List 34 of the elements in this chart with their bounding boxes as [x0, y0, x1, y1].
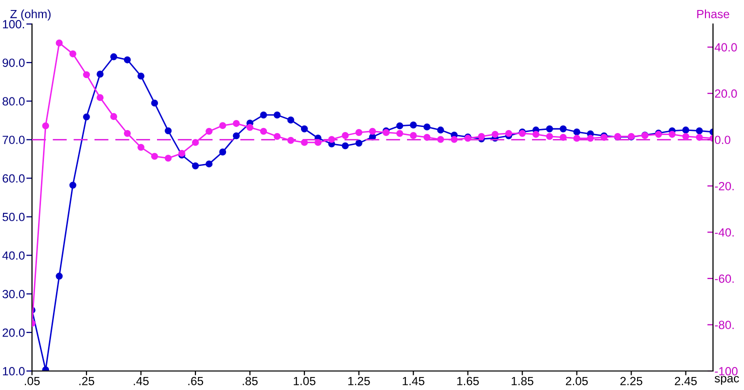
y-tick-label: 80.0	[2, 97, 25, 106]
x-tick-label: 1.85	[512, 376, 534, 386]
y-tick-label: 60.0	[2, 174, 25, 183]
x-axis-title: spac	[714, 376, 739, 385]
y2-tick-label: -100	[714, 367, 738, 376]
y-tick-label: 10.0	[2, 367, 25, 376]
y-tick-label: 20.0	[2, 328, 25, 337]
y2-tick-label: -60.	[714, 274, 734, 283]
y-tick-label: 30.0	[2, 290, 25, 298]
x-tick-label: .25	[79, 376, 94, 386]
x-tick-label: 2.05	[566, 376, 588, 386]
x-tick-label: 2.25	[620, 376, 642, 386]
y-axis-title: Z (ohm)	[10, 10, 51, 21]
x-tick-label: 1.25	[348, 376, 370, 386]
y-tick-label: 50.0	[2, 212, 25, 222]
y2-tick-label: -20.	[714, 182, 734, 190]
x-tick-label: .65	[188, 376, 204, 386]
x-tick-label: 2.45	[674, 376, 697, 386]
y-tick-label: 100.	[2, 20, 24, 28]
x-tick-label: .05	[24, 376, 40, 386]
y-tick-label: 70.0	[2, 136, 25, 144]
x-tick-label: .85	[242, 376, 258, 386]
y-tick-label: 40.0	[2, 251, 25, 260]
y-tick-label: 90.0	[2, 58, 25, 67]
x-tick-label: 1.65	[457, 376, 479, 386]
x-tick-label: 1.05	[294, 376, 316, 386]
x-tick-label: .45	[134, 376, 149, 386]
x-tick-label: 1.45	[402, 376, 424, 386]
y2-axis-title: Phase	[697, 10, 730, 18]
y2-tick-label: 0.0	[714, 136, 730, 144]
y2-tick-label: -40.	[714, 228, 734, 237]
y2-tick-label: 40.0	[714, 43, 737, 52]
y2-tick-label: -80.	[714, 320, 734, 330]
y2-tick-label: 20.0	[714, 89, 737, 98]
